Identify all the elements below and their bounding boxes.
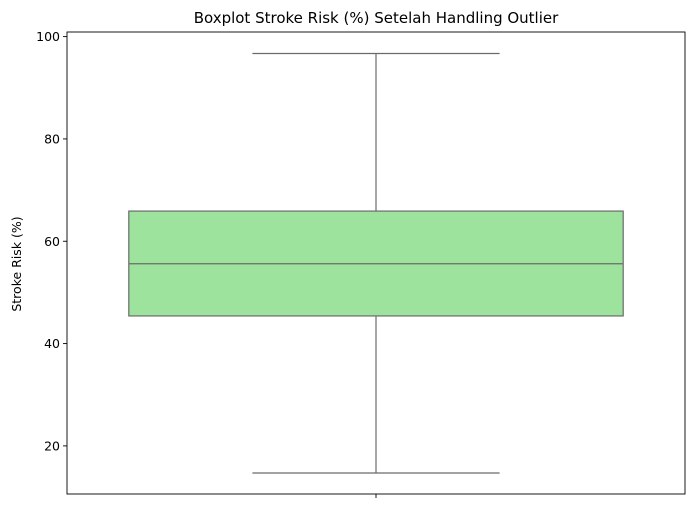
y-axis-ticks: 20 40 60 80 100 [36, 29, 377, 498]
y-tick-label: 40 [44, 336, 60, 351]
y-tick-label: 60 [44, 234, 60, 249]
y-tick-label: 100 [36, 29, 60, 44]
chart-title: Boxplot Stroke Risk (%) Setelah Handling… [194, 9, 559, 27]
y-axis-label: Stroke Risk (%) [9, 216, 24, 311]
y-tick-label: 80 [44, 131, 60, 146]
plot-frame [66, 31, 686, 495]
y-tick-label: 20 [44, 438, 60, 453]
plot-area [128, 52, 624, 474]
